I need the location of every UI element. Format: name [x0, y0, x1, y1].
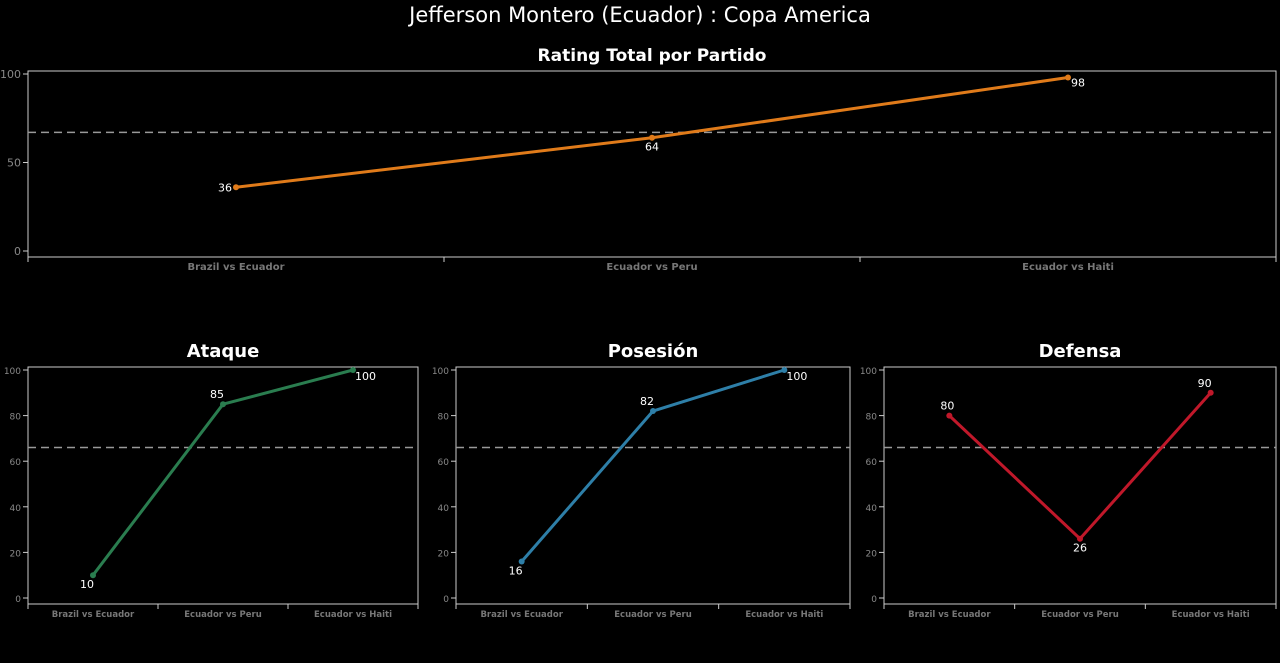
data-point: [649, 134, 655, 141]
data-label: 26: [1073, 542, 1087, 555]
data-point: [781, 367, 788, 373]
chart-title: Posesión: [608, 341, 699, 362]
plot-frame: [27, 70, 1277, 258]
data-label: 36: [218, 181, 232, 194]
data-label: 82: [640, 395, 654, 408]
chart-title: Ataque: [187, 341, 260, 362]
chart-title: Defensa: [1039, 341, 1122, 362]
data-label: 100: [786, 370, 807, 383]
x-tick-label: Brazil vs Ecuador: [52, 610, 135, 620]
data-point: [90, 572, 96, 579]
data-point: [350, 367, 356, 373]
y-tick-label: 80: [10, 413, 22, 423]
y-tick-label: 100: [860, 367, 877, 377]
data-label: 64: [645, 141, 659, 154]
y-tick-label: 20: [866, 549, 878, 559]
y-tick-label: 40: [438, 504, 450, 514]
data-label: 85: [210, 388, 224, 401]
y-tick-label: 100: [432, 367, 449, 377]
plot-frame: [883, 366, 1277, 605]
y-tick-label: 100: [4, 367, 21, 377]
y-tick-label: 0: [14, 245, 21, 258]
x-tick-label: Ecuador vs Haiti: [314, 610, 392, 620]
x-tick-label: Ecuador vs Peru: [1041, 610, 1119, 620]
data-label: 16: [509, 565, 523, 578]
main-title: Jefferson Montero (Ecuador) : Copa Ameri…: [409, 3, 871, 27]
y-tick-label: 20: [10, 549, 22, 559]
data-point: [650, 408, 656, 415]
x-tick-label: Ecuador vs Haiti: [1022, 262, 1114, 273]
y-tick-label: 100: [0, 68, 21, 81]
y-tick-label: 60: [438, 458, 450, 468]
data-point: [1077, 535, 1083, 542]
x-tick-label: Ecuador vs Haiti: [745, 610, 823, 620]
x-tick-label: Ecuador vs Haiti: [1172, 610, 1250, 620]
data-point: [518, 558, 525, 565]
data-label: 10: [80, 578, 94, 591]
x-tick-label: Ecuador vs Peru: [184, 610, 262, 620]
y-tick-label: 80: [866, 413, 878, 423]
x-tick-label: Brazil vs Ecuador: [908, 610, 991, 620]
y-tick-label: 60: [866, 458, 878, 468]
data-point: [220, 401, 226, 408]
data-label: 98: [1071, 77, 1085, 90]
y-tick-label: 0: [15, 595, 21, 605]
y-tick-label: 60: [10, 458, 22, 468]
data-label: 100: [355, 370, 376, 383]
x-tick-label: Ecuador vs Peru: [606, 262, 697, 273]
x-tick-label: Ecuador vs Peru: [614, 610, 692, 620]
y-tick-label: 50: [7, 157, 21, 170]
y-tick-label: 0: [871, 595, 877, 605]
y-tick-label: 80: [438, 413, 450, 423]
series-line: [948, 391, 1212, 541]
data-point: [233, 184, 239, 191]
plot-frame: [27, 366, 419, 605]
data-label: 90: [1198, 377, 1212, 390]
x-tick-label: Brazil vs Ecuador: [188, 262, 285, 273]
y-tick-label: 0: [443, 595, 449, 605]
data-label: 80: [940, 400, 954, 413]
x-tick-label: Brazil vs Ecuador: [480, 610, 563, 620]
chart-title: Rating Total por Partido: [538, 46, 767, 66]
plot-frame: [455, 366, 851, 605]
data-point: [1207, 389, 1214, 396]
y-tick-label: 40: [10, 504, 22, 514]
y-tick-label: 20: [438, 549, 450, 559]
data-point: [1065, 74, 1071, 81]
data-point: [946, 412, 953, 419]
y-tick-label: 40: [866, 504, 878, 514]
